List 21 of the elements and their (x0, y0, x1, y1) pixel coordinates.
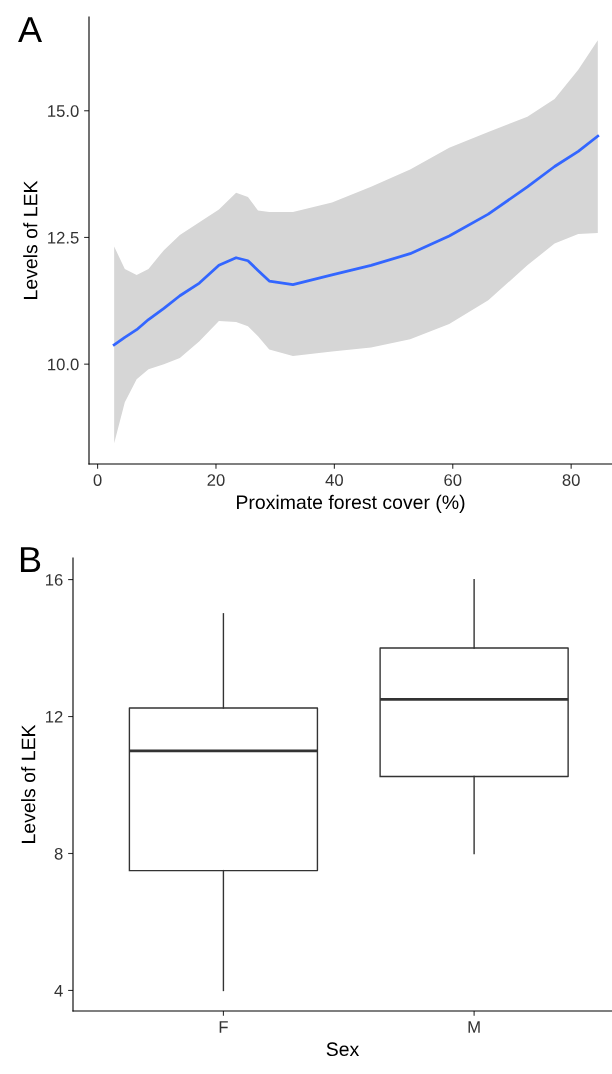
y-axis-title: Levels of LEK (21, 724, 36, 843)
y-tick-label: 15.0 (48, 105, 79, 117)
y-axis-title: Levels of LEK (23, 180, 38, 299)
x-tick-label: F (219, 1021, 228, 1033)
x-tick-label: 60 (444, 474, 462, 486)
x-tick-label: 20 (207, 474, 225, 486)
y-tick-label: 4 (54, 985, 63, 997)
text: B (20, 547, 41, 572)
x-tick-label: 0 (93, 474, 102, 486)
y-tick-label: 8 (54, 847, 63, 860)
x-tick-label: M (468, 1021, 480, 1033)
y-tick-label: 12 (46, 710, 63, 723)
y-tick-label: 10.0 (48, 358, 79, 371)
x-tick-label: 80 (562, 474, 580, 486)
y-tick-label: 16 (46, 573, 63, 586)
x-axis-title: Sex (326, 1042, 360, 1057)
text: A (18, 17, 43, 42)
line-series (112, 134, 600, 347)
x-tick-label: 40 (325, 474, 343, 486)
x-axis-title: Proximate forest cover (%) (237, 494, 465, 513)
y-tick-label: 12.5 (48, 231, 79, 244)
